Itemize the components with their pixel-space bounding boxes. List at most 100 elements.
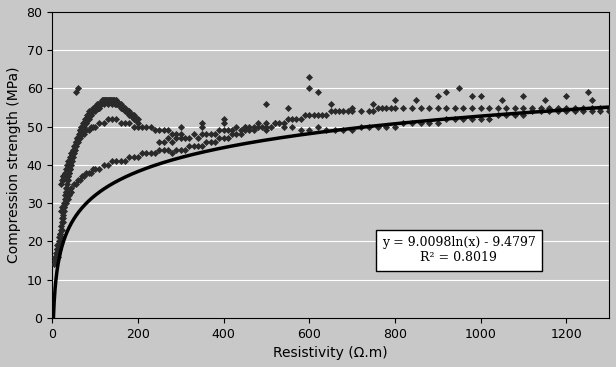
Point (92, 105, 102, 110)
Point (86, 112, 95, 118)
Point (121, 108, 131, 114)
Point (176, 131, 185, 137)
Point (142, 150, 152, 156)
Point (223, 135, 233, 141)
Point (79, 131, 89, 137)
Point (80, 120, 90, 126)
Point (245, 124, 254, 130)
Point (92, 105, 102, 110)
Point (84, 127, 94, 133)
Point (124, 112, 134, 118)
Point (115, 101, 125, 107)
Point (364, 108, 374, 114)
Point (58, 177, 68, 183)
Point (441, 105, 451, 110)
Point (83, 116, 92, 122)
Point (219, 135, 229, 141)
Point (214, 135, 224, 141)
Point (123, 108, 132, 114)
Point (261, 120, 271, 126)
Point (283, 116, 293, 122)
Point (232, 124, 241, 130)
Point (54, 235, 64, 240)
Point (347, 108, 357, 114)
Point (197, 143, 207, 149)
Point (484, 116, 494, 122)
Point (197, 131, 207, 137)
Point (167, 139, 177, 145)
Point (63, 173, 73, 179)
Point (159, 139, 169, 145)
Point (66, 158, 76, 164)
Point (85, 112, 95, 118)
Point (240, 124, 250, 130)
Point (167, 150, 177, 156)
Point (304, 127, 314, 133)
Point (90, 166, 100, 172)
Point (510, 105, 520, 110)
Point (56, 235, 66, 240)
Point (88, 124, 98, 130)
Point (493, 112, 503, 118)
Point (61, 200, 71, 206)
Point (57, 215, 67, 221)
Point (66, 189, 76, 195)
Point (64, 170, 74, 175)
Point (129, 154, 139, 160)
Point (373, 105, 383, 110)
Point (390, 97, 400, 103)
Point (257, 124, 267, 130)
Point (197, 124, 207, 130)
Point (118, 105, 128, 110)
Point (58, 215, 68, 221)
Point (578, 105, 588, 110)
Point (58, 208, 68, 214)
Point (120, 120, 130, 126)
Point (111, 116, 121, 122)
Point (73, 135, 83, 141)
Point (59, 204, 68, 210)
Point (424, 105, 434, 110)
Point (95, 101, 105, 107)
Point (127, 112, 137, 118)
Point (71, 139, 81, 145)
Point (51, 254, 60, 259)
Point (210, 139, 220, 145)
Point (131, 116, 140, 122)
Point (63, 158, 73, 164)
Point (63, 170, 73, 175)
Point (57, 219, 67, 225)
Point (71, 89, 81, 95)
Point (100, 97, 110, 103)
Point (98, 97, 108, 103)
Point (65, 158, 75, 164)
Point (131, 116, 141, 122)
Y-axis label: Compression strength (MPa): Compression strength (MPa) (7, 67, 21, 263)
Point (77, 127, 87, 133)
Point (355, 124, 365, 130)
Point (570, 108, 580, 114)
Point (49, 261, 59, 267)
Point (167, 131, 177, 137)
Point (71, 143, 81, 149)
Point (80, 116, 90, 122)
Point (411, 97, 421, 103)
Point (67, 150, 77, 156)
Point (313, 124, 323, 130)
Point (65, 154, 75, 160)
Point (129, 124, 139, 130)
Point (73, 135, 83, 141)
Point (245, 127, 254, 133)
Point (450, 105, 460, 110)
Point (65, 162, 75, 168)
Point (88, 166, 98, 172)
Point (253, 124, 263, 130)
Point (120, 105, 129, 110)
Point (94, 105, 104, 110)
Point (81, 120, 91, 126)
Point (56, 208, 66, 214)
Point (103, 97, 113, 103)
Point (132, 116, 142, 122)
Point (155, 139, 164, 145)
Point (368, 101, 378, 107)
